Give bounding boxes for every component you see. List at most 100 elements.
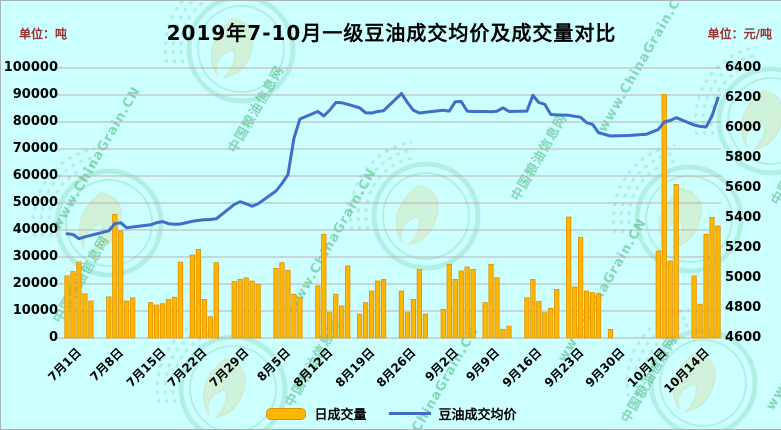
chart-legend: 日成交量 豆油成交均价 bbox=[1, 404, 781, 423]
volume-bar bbox=[237, 279, 243, 339]
volume-bar bbox=[380, 279, 387, 339]
volume-bar bbox=[171, 296, 178, 339]
volume-bar bbox=[88, 300, 94, 339]
legend-label-price: 豆油成交均价 bbox=[438, 408, 517, 423]
volume-bar bbox=[470, 269, 476, 339]
price-line bbox=[65, 92, 720, 241]
y-right-tick: 5200 bbox=[725, 240, 762, 255]
volume-bar bbox=[106, 296, 112, 339]
volume-bar bbox=[374, 280, 381, 339]
volume-bar bbox=[321, 233, 327, 339]
volume-bar bbox=[536, 301, 542, 339]
volume-bar bbox=[165, 298, 172, 339]
volume-bar-swatch-icon bbox=[266, 407, 307, 420]
volume-bar bbox=[82, 293, 88, 339]
volume-bar bbox=[578, 237, 584, 339]
y-left-tick: 100000 bbox=[3, 60, 58, 75]
volume-bar bbox=[213, 262, 219, 339]
y-right-tick: 6200 bbox=[725, 90, 762, 105]
y-right-tick: 4800 bbox=[725, 300, 762, 315]
y-right-tick: 6400 bbox=[725, 60, 762, 75]
volume-bar bbox=[715, 225, 721, 339]
volume-bar bbox=[327, 312, 333, 339]
legend-item-volume: 日成交量 bbox=[266, 404, 367, 423]
volume-bar bbox=[291, 293, 297, 339]
y-right-tick: 4600 bbox=[725, 330, 762, 345]
volume-bar bbox=[398, 290, 405, 339]
volume-bar bbox=[195, 249, 201, 339]
volume-bar bbox=[153, 304, 160, 339]
y-left-tick: 60000 bbox=[12, 168, 58, 183]
volume-bar bbox=[554, 288, 560, 339]
volume-bar bbox=[255, 283, 261, 339]
volume-bar bbox=[440, 308, 446, 339]
volume-bar bbox=[691, 275, 697, 339]
volume-bar bbox=[697, 303, 703, 339]
volume-bar bbox=[446, 263, 452, 339]
volume-bar bbox=[703, 233, 709, 339]
volume-bar bbox=[661, 94, 667, 339]
volume-bar bbox=[118, 230, 124, 339]
volume-bar bbox=[339, 305, 345, 339]
y-left-tick: 90000 bbox=[12, 87, 58, 102]
volume-bar bbox=[112, 213, 118, 339]
volume-bar bbox=[709, 217, 715, 339]
volume-bar bbox=[500, 328, 506, 339]
volume-bar bbox=[530, 279, 536, 339]
volume-bar bbox=[458, 270, 464, 339]
volume-bar bbox=[159, 303, 166, 339]
volume-bar bbox=[249, 280, 255, 339]
y-right-tick: 5400 bbox=[725, 210, 762, 225]
right-axis-unit-label: 单位：元/吨 bbox=[707, 27, 772, 41]
y-left-tick: 50000 bbox=[12, 195, 58, 210]
volume-bar bbox=[279, 262, 285, 339]
volume-bar bbox=[452, 279, 458, 339]
y-left-tick: 0 bbox=[48, 330, 58, 345]
volume-bar bbox=[667, 260, 673, 339]
volume-bar bbox=[64, 275, 70, 339]
y-right-tick: 5000 bbox=[725, 270, 762, 285]
volume-bar bbox=[607, 328, 614, 339]
volume-bar bbox=[285, 269, 291, 339]
volume-bar bbox=[315, 285, 321, 339]
volume-bar bbox=[243, 277, 249, 339]
y-left-tick: 20000 bbox=[12, 276, 58, 291]
volume-bar bbox=[231, 281, 237, 339]
volume-bar bbox=[273, 267, 279, 339]
volume-bar bbox=[201, 298, 207, 339]
volume-bar bbox=[147, 302, 154, 339]
legend-label-volume: 日成交量 bbox=[314, 408, 367, 423]
volume-bar bbox=[363, 302, 369, 339]
volume-bar bbox=[482, 302, 488, 339]
volume-bar bbox=[524, 297, 530, 339]
volume-bar bbox=[584, 290, 590, 339]
volume-bar bbox=[464, 266, 470, 339]
volume-bar bbox=[416, 269, 422, 339]
y-right-tick: 5600 bbox=[725, 180, 762, 195]
volume-bar bbox=[404, 312, 411, 339]
volume-bar bbox=[189, 254, 196, 339]
volume-bar bbox=[357, 313, 363, 339]
volume-bar bbox=[488, 263, 494, 339]
volume-bar bbox=[548, 307, 554, 339]
y-right-tick: 5800 bbox=[725, 150, 762, 165]
volume-bar bbox=[572, 286, 578, 339]
y-left-tick: 10000 bbox=[12, 303, 58, 318]
volume-bar bbox=[566, 216, 572, 339]
volume-bar bbox=[422, 313, 428, 339]
volume-bar bbox=[595, 293, 602, 339]
left-axis-unit-label: 单位：吨 bbox=[19, 27, 68, 41]
chart-title: 2019年7-10月一级豆油成交均价及成交量对比 bbox=[166, 21, 617, 45]
price-line-swatch-icon bbox=[388, 412, 431, 415]
volume-bar bbox=[494, 277, 500, 339]
y-left-tick: 70000 bbox=[12, 141, 58, 156]
volume-bar bbox=[207, 316, 213, 339]
volume-bar bbox=[297, 297, 303, 339]
volume-bar bbox=[124, 300, 130, 339]
volume-bar bbox=[333, 293, 339, 339]
y-left-tick: 80000 bbox=[12, 114, 58, 129]
volume-bar bbox=[130, 297, 136, 339]
legend-item-price: 豆油成交均价 bbox=[388, 404, 517, 423]
